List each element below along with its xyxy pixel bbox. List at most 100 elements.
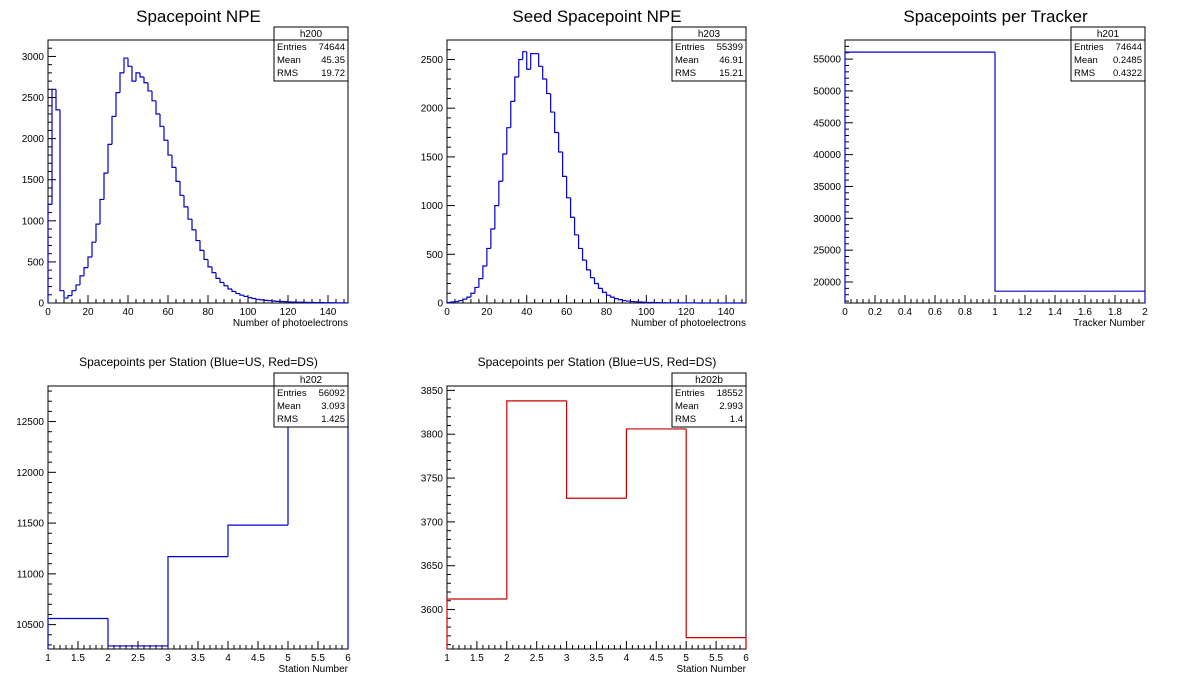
histogram-bin	[208, 259, 212, 266]
x-tick-label: 0	[444, 307, 450, 318]
x-tick-label: 4.5	[649, 653, 663, 664]
histogram-bin	[168, 140, 172, 155]
x-tick-label: 60	[561, 307, 573, 318]
x-tick-label: 1.8	[1108, 307, 1122, 318]
stats-label: Entries	[1074, 42, 1104, 53]
stats-label: Entries	[675, 388, 705, 399]
histogram-bin	[92, 242, 96, 257]
x-tick-label: 1.4	[1048, 307, 1062, 318]
histogram-bin	[152, 91, 156, 101]
histogram-bin	[68, 296, 72, 298]
histogram-bin	[204, 250, 208, 259]
stats-value: 18552	[717, 388, 743, 399]
y-tick-label: 30000	[813, 214, 841, 225]
x-tick-label: 2	[1142, 307, 1148, 318]
histogram-series	[447, 52, 746, 303]
y-tick-label: 500	[426, 250, 443, 261]
y-tick-label: 11000	[17, 569, 45, 580]
histogram-bin	[845, 52, 995, 303]
histogram-bin	[519, 59, 523, 77]
x-tick-label: 0	[842, 307, 848, 318]
y-tick-label: 1000	[22, 216, 45, 227]
histogram-bin	[598, 284, 602, 289]
histogram-bin	[84, 268, 88, 276]
x-axis-label: Number of photoelectrons	[631, 318, 746, 329]
histogram-series	[447, 401, 746, 649]
stats-value: 15.21	[719, 68, 743, 79]
histogram-bin	[606, 292, 610, 295]
histogram-bin	[228, 286, 232, 289]
histogram-bin	[610, 295, 614, 297]
chart-panel-h202: Spacepoints per Station (Blue=US, Red=DS…	[16, 355, 351, 675]
chart-title: Spacepoints per Station (Blue=US, Red=DS…	[478, 355, 717, 369]
y-tick-label: 20000	[813, 277, 841, 288]
x-tick-label: 4.5	[251, 653, 265, 664]
y-tick-label: 2000	[421, 104, 444, 115]
histogram-bin	[200, 241, 204, 251]
histogram-bin	[144, 77, 148, 83]
x-tick-label: 120	[678, 307, 695, 318]
x-tick-label: 1.6	[1078, 307, 1092, 318]
histogram-bin	[463, 299, 467, 300]
stats-label: Mean	[277, 401, 301, 412]
histogram-bin	[583, 248, 587, 260]
histogram-bin	[216, 273, 220, 279]
histogram-bin	[96, 224, 100, 242]
stats-value: 2.993	[719, 401, 743, 412]
histogram-bin	[591, 270, 595, 278]
histogram-bin	[156, 101, 160, 114]
y-tick-label: 500	[27, 257, 44, 268]
histogram-bin	[995, 52, 1145, 303]
y-tick-label: 50000	[813, 86, 841, 97]
histogram-bin	[88, 257, 92, 268]
histogram-bin	[56, 89, 60, 110]
histogram-bin	[495, 206, 499, 229]
x-tick-label: 3.5	[191, 653, 205, 664]
histogram-bin	[172, 155, 176, 167]
y-tick-label: 0	[38, 299, 44, 310]
histogram-bin	[563, 152, 567, 176]
histogram-bin	[547, 79, 551, 94]
histogram-bin	[686, 429, 746, 649]
stats-label: RMS	[277, 68, 298, 79]
stats-value: 74644	[319, 42, 345, 53]
stats-label: RMS	[277, 414, 298, 425]
histogram-bin	[579, 235, 583, 249]
chart-title: Spacepoints per Station (Blue=US, Red=DS…	[79, 355, 318, 369]
x-axis-label: Tracker Number	[1073, 318, 1146, 329]
histogram-bin	[168, 557, 228, 646]
histogram-bin	[160, 114, 164, 126]
histogram-bin	[72, 291, 76, 296]
y-tick-label: 2000	[22, 134, 45, 145]
stats-label: Mean	[277, 55, 301, 66]
histogram-bin	[539, 54, 543, 67]
stats-name: h203	[698, 29, 721, 40]
x-tick-label: 5	[683, 653, 689, 664]
x-tick-label: 6	[345, 653, 351, 664]
histogram-bin	[595, 278, 599, 284]
x-tick-label: 3	[564, 653, 570, 664]
histogram-bin	[475, 287, 479, 293]
x-tick-label: 120	[280, 307, 297, 318]
histogram-bin	[236, 291, 240, 293]
histogram-bin	[164, 126, 168, 140]
histogram-bin	[120, 73, 124, 93]
y-tick-label: 0	[437, 299, 443, 310]
histogram-bin	[511, 101, 515, 127]
y-tick-label: 2500	[421, 55, 444, 66]
histogram-bin	[188, 207, 192, 219]
histogram-bin	[244, 295, 248, 296]
x-tick-label: 0.6	[928, 307, 942, 318]
x-tick-label: 1	[444, 653, 450, 664]
histogram-bin	[507, 401, 567, 599]
x-tick-label: 2.5	[530, 653, 544, 664]
histogram-bin	[515, 77, 519, 101]
histogram-bin	[507, 128, 511, 154]
y-tick-label: 3600	[421, 605, 444, 616]
histogram-bin	[256, 298, 260, 299]
histogram-bin	[148, 83, 152, 91]
